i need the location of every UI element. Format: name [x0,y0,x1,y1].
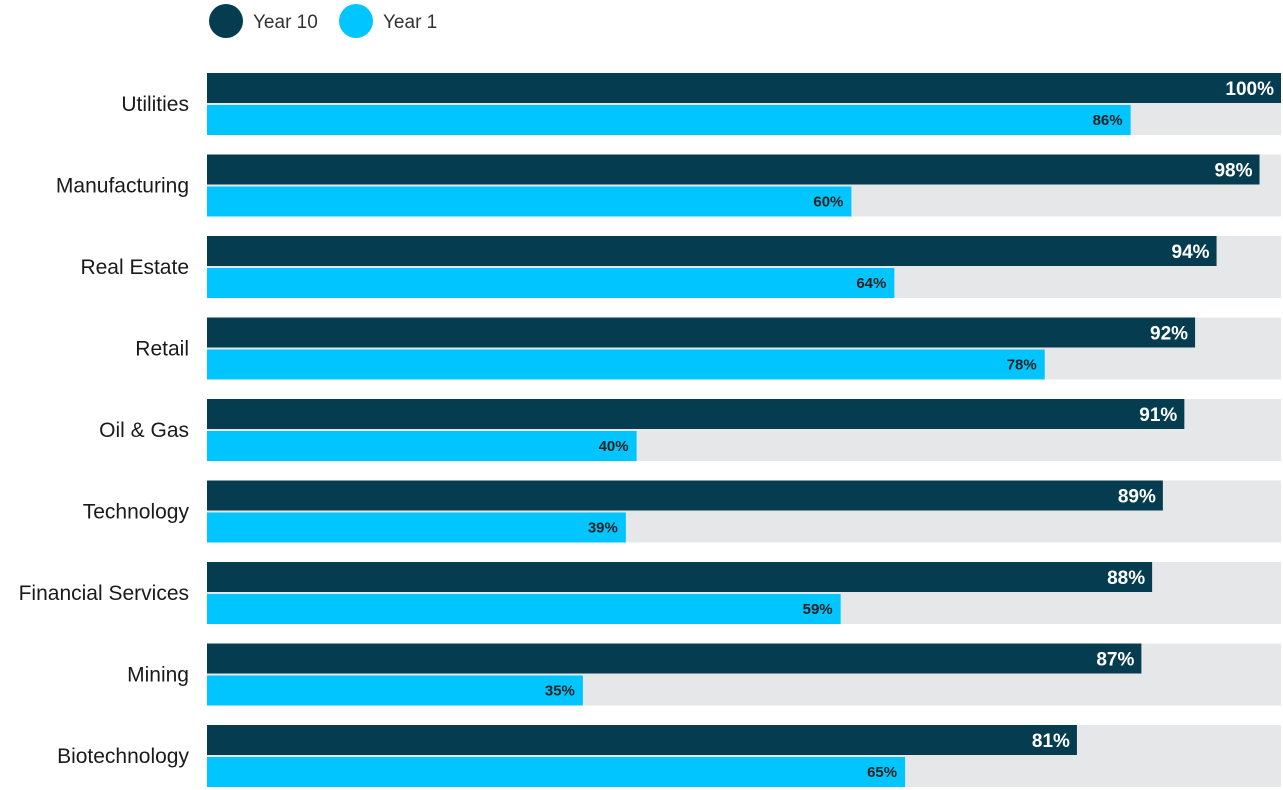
bar-group-oil-gas: Oil & Gas 91% 40% [99,399,1281,461]
value-label-year10: 91% [1139,405,1177,426]
bar-year10 [207,562,1153,592]
value-label-year1: 35% [545,683,575,700]
bar-group-technology: Technology 89% 39% [83,480,1281,543]
legend: Year 10 Year 1 [209,4,437,38]
legend-swatch-year1 [339,4,373,38]
bar-group-mining: Mining 87% 35% [127,643,1281,706]
value-label-year1: 78% [1007,357,1037,374]
value-label-year1: 65% [867,764,897,781]
bar-year1 [207,757,906,787]
bar-year1 [207,675,583,706]
bar-group-biotechnology: Biotechnology 81% 65% [57,725,1281,787]
category-label: Technology [83,501,190,524]
value-label-year1: 40% [599,438,629,455]
category-label: Manufacturing [56,175,189,198]
bar-year10 [207,643,1142,674]
value-label-year1: 64% [856,275,886,292]
category-label: Financial Services [19,582,189,605]
value-label-year10: 81% [1032,731,1070,752]
bar-year1 [207,349,1045,380]
bar-group-manufacturing: Manufacturing 98% 60% [56,154,1281,217]
value-label-year10: 94% [1172,242,1210,263]
bar-year1 [207,186,852,217]
value-label-year10: 87% [1096,650,1134,671]
value-label-year10: 88% [1107,568,1145,589]
value-label-year1: 86% [1093,112,1123,129]
category-label: Biotechnology [57,745,189,768]
bar-year10 [207,73,1281,103]
bars-group: Utilities 100% 86% Manufacturing 98% 60% Real … [19,73,1281,787]
bar-year10 [207,725,1077,755]
legend-label-year10: Year 10 [253,12,318,33]
bar-year10 [207,399,1185,429]
category-label: Real Estate [80,256,189,279]
bar-group-financial-services: Financial Services 88% 59% [19,562,1281,624]
bar-year1 [207,594,841,624]
bar-year1 [207,512,626,543]
category-label: Mining [127,664,189,687]
category-label: Utilities [121,93,189,116]
bar-year10 [207,317,1196,348]
value-label-year10: 92% [1150,324,1188,345]
value-label-year1: 60% [813,194,843,211]
bar-group-retail: Retail 92% 78% [135,317,1281,380]
category-label: Oil & Gas [99,419,189,442]
bar-year1 [207,431,637,461]
category-label: Retail [135,338,189,361]
value-label-year10: 89% [1118,487,1156,508]
legend-label-year1: Year 1 [383,12,437,33]
value-label-year10: 100% [1225,79,1274,100]
bar-group-utilities: Utilities 100% 86% [121,73,1281,135]
value-label-year1: 39% [588,520,618,537]
value-label-year1: 59% [803,601,833,618]
bar-group-real-estate: Real Estate 94% 64% [80,236,1281,298]
bar-year10 [207,236,1217,266]
bar-year1 [207,268,895,298]
bar-year1 [207,105,1131,135]
bar-year10 [207,154,1260,185]
legend-swatch-year10 [209,4,243,38]
bar-year10 [207,480,1163,511]
value-label-year10: 98% [1214,161,1252,182]
